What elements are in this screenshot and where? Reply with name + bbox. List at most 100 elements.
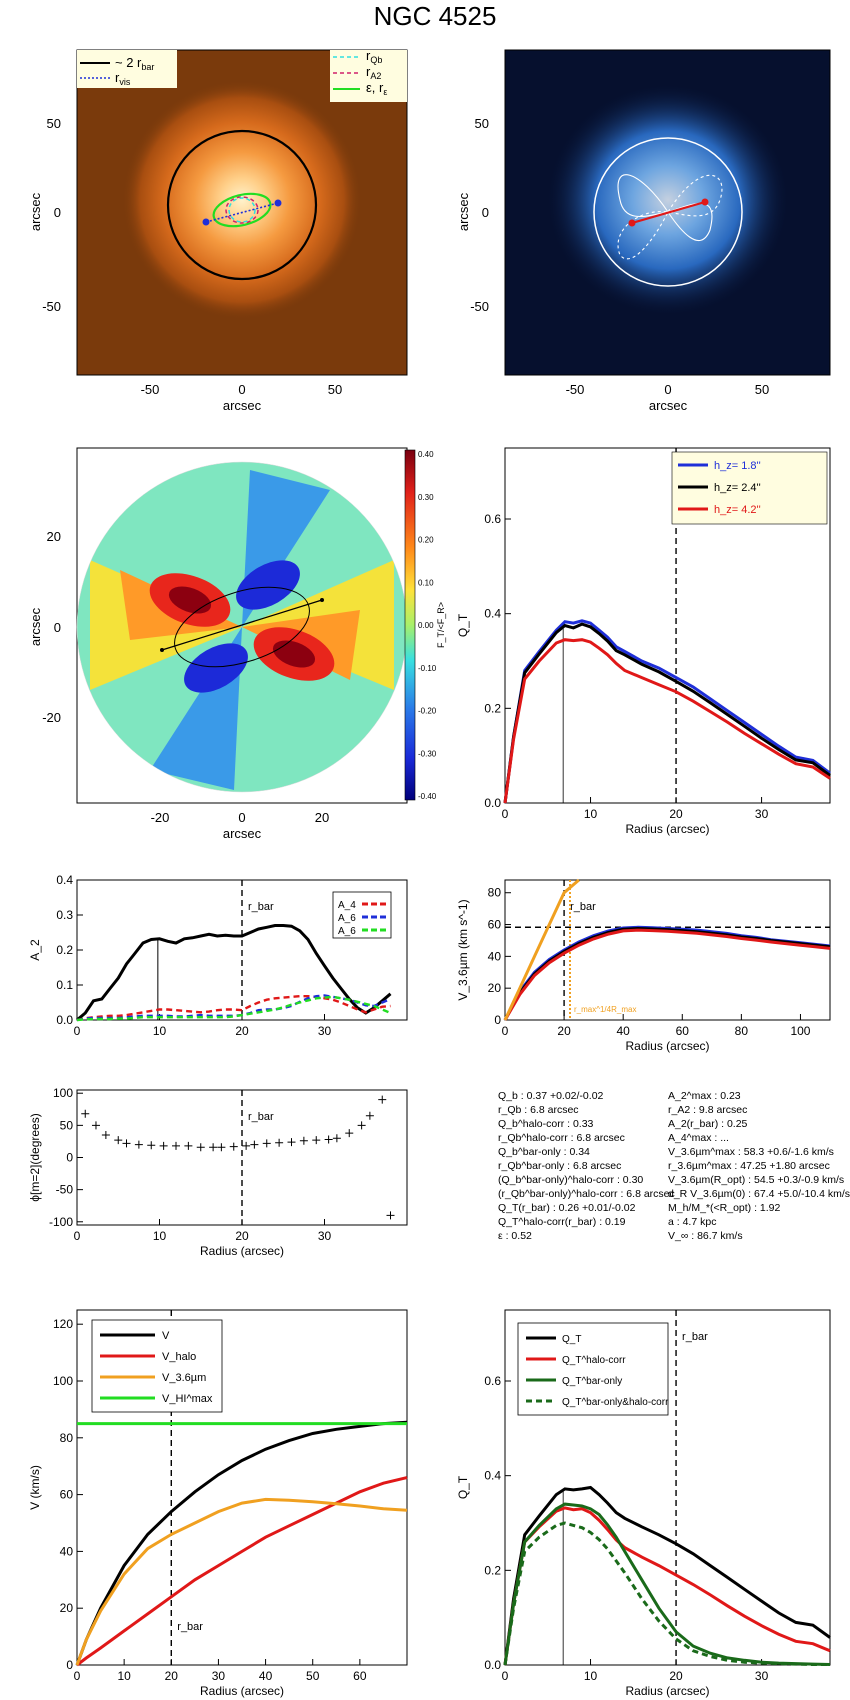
x-tick-label: 20: [557, 1024, 571, 1038]
two-rbar-circle: [166, 129, 318, 281]
stats-left: Q_b : 0.37 +0.02/-0.02 r_Qb : 6.8 arcsec…: [498, 1089, 675, 1243]
data-point: [312, 1136, 321, 1145]
svg-text:rA2: rA2: [366, 64, 381, 81]
two-rbar-circle: [593, 137, 743, 287]
chart-panel: 0 10 20 30 100 50 0 -50 -100 Radius (arcsec) ϕ[m=2…: [28, 1086, 408, 1258]
x-tick-label: 0: [502, 1024, 509, 1038]
data-point: [287, 1138, 296, 1147]
x-tick-label: 10: [153, 1229, 167, 1243]
y-tick-label: 0.2: [56, 943, 73, 957]
x-tick-label: 20: [669, 1669, 683, 1683]
x-tick-label: 20: [165, 1669, 179, 1683]
colorbar-tick-label: 0.20: [418, 536, 434, 545]
colorbar-ticks: 0.40 0.30 0.20 0.10 0.00 -0.10 -0.20 -0.30 -0.40: [418, 450, 437, 801]
svg-text:~ 2 rbar: ~ 2 rbar: [115, 55, 154, 72]
data-point: [262, 1139, 271, 1148]
svg-text:-20: -20: [42, 710, 61, 725]
y-tick-label: 0: [66, 1658, 73, 1672]
legend: Q_T Q_T^halo-corr Q_T^bar-only Q_T^bar-only…: [517, 1322, 669, 1416]
y-tick-label: 0.6: [484, 512, 501, 526]
y-tick-label: 80: [60, 1431, 74, 1445]
data-point: [172, 1141, 180, 1150]
stats-right: A_2^max : 0.23 r_A2 : 9.8 arcsec A_2(r_b…: [668, 1089, 850, 1243]
x-tick-label: 20: [669, 807, 683, 821]
svg-text:0: 0: [54, 205, 61, 220]
data-point: [242, 1141, 251, 1150]
svg-text:-50: -50: [42, 299, 61, 314]
svg-text:rQb: rQb: [366, 48, 382, 65]
y-tick-label: 40: [488, 949, 502, 963]
legend: A_4 A_6 A_6: [332, 891, 392, 939]
svg-text:arcsec: arcsec: [28, 607, 43, 646]
series-line: [76, 995, 391, 1022]
rbar-label: r_bar: [570, 901, 596, 913]
stat-line: M_h/M_*(<R_opt) : 1.92: [668, 1202, 781, 1214]
stat-line: r_A2 : 9.8 arcsec: [668, 1104, 748, 1116]
svg-text:0: 0: [238, 810, 245, 825]
colorbar-tick-label: -0.40: [418, 792, 437, 801]
rbar-label: r_bar: [248, 901, 274, 913]
svg-text:20: 20: [47, 529, 61, 544]
bar-endpoint: [628, 219, 636, 227]
x-axis-label: Radius (arcsec): [625, 822, 709, 836]
y-tick-label: 0.2: [484, 701, 501, 715]
stat-line: d_R V_3.6µm(0) : 67.4 +5.0/-10.4 km/s/kp…: [668, 1188, 850, 1200]
y-tick-label: 0.0: [56, 1013, 73, 1027]
legend-label: A_6: [338, 913, 356, 924]
svg-text:-20: -20: [151, 810, 170, 825]
y-tick-label: 20: [60, 1601, 74, 1615]
x-axis-label: Radius (arcsec): [200, 1684, 284, 1698]
legend-left-box: [77, 50, 177, 88]
svg-text:arcsec: arcsec: [649, 398, 688, 413]
x-tick-label: 10: [117, 1669, 131, 1683]
data-point: [365, 1111, 374, 1120]
legend-right-box: [330, 50, 407, 102]
series-line: [503, 878, 580, 1021]
x-tick-label: 30: [755, 807, 769, 821]
series-line: [503, 638, 831, 804]
y-tick-label: 0.4: [484, 607, 501, 621]
stat-line: A_4^max : ...: [668, 1132, 729, 1144]
x-tick-label: 40: [259, 1669, 273, 1683]
legend-label: A_6: [338, 926, 356, 937]
data-point: [324, 1135, 333, 1144]
data-point: [250, 1140, 259, 1149]
y-tick-label: 0.0: [484, 796, 501, 810]
legend-label: h_z= 2.4'': [714, 482, 761, 494]
bar-ellipse: [174, 586, 310, 668]
bar-axis-line: [161, 599, 323, 651]
y-tick-label: 0.0: [484, 1658, 501, 1672]
series-line: [503, 1521, 830, 1666]
ellipticity-ellipse: [212, 192, 272, 228]
y-tick-label: -100: [49, 1215, 73, 1229]
series-line: [76, 995, 391, 1022]
svg-text:-50: -50: [141, 382, 160, 397]
stat-line: Q_b^halo-corr : 0.33: [498, 1118, 594, 1130]
data-point: [134, 1140, 143, 1149]
colorbar-tick-label: 0.30: [418, 493, 434, 502]
x-tick-label: 60: [676, 1024, 690, 1038]
data-point: [386, 1211, 395, 1220]
legend-label: h_z= 4.2'': [714, 504, 761, 516]
data-point: [209, 1143, 218, 1152]
ra2-ellipse: [225, 196, 259, 224]
data-point: [122, 1139, 131, 1148]
stat-line: A_2^max : 0.23: [668, 1090, 741, 1102]
y-tick-label: 60: [60, 1488, 74, 1502]
legend-label: Q_T^bar-only: [562, 1376, 622, 1387]
y-tick-label: 20: [488, 981, 502, 995]
legend-label: h_z= 1.8'': [714, 460, 761, 472]
stat-line: Q_b^bar-only : 0.34: [498, 1146, 590, 1158]
data-point: [299, 1136, 308, 1145]
x-tick-label: 0: [502, 807, 509, 821]
data-point: [196, 1143, 205, 1152]
data-point: [114, 1136, 123, 1145]
rmax-label: r_max^1/4R_max: [574, 1005, 636, 1014]
rvis-endpoint: [202, 218, 210, 226]
legend-label: V_halo: [162, 1351, 196, 1363]
colorbar: [404, 449, 416, 801]
x-tick-label: 50: [306, 1669, 320, 1683]
x-axis-label: arcsec: [223, 398, 262, 413]
bar-endpoint: [701, 198, 709, 206]
